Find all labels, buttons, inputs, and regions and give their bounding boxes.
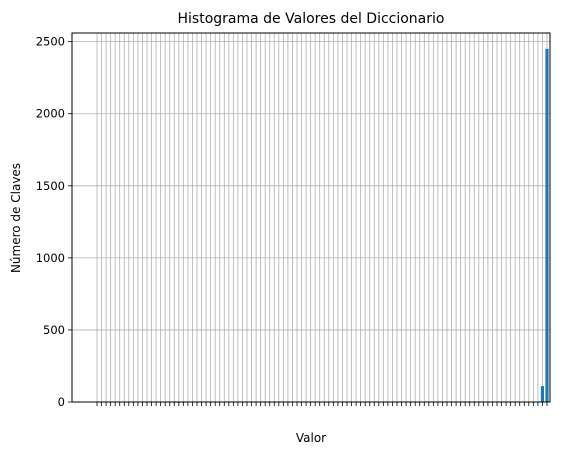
y-axis-label: Número de Claves [9, 163, 23, 273]
bar [545, 48, 549, 402]
x-axis-label: Valor [296, 431, 326, 445]
y-tick-label: 1000 [36, 251, 65, 265]
y-axis: 0 500 1000 1500 2000 2500 [36, 35, 72, 409]
chart-title: Histograma de Valores del Diccionario [178, 11, 445, 27]
y-tick-label: 0 [58, 395, 65, 409]
y-tick-label: 2500 [36, 35, 65, 49]
y-tick-label: 2000 [36, 107, 65, 121]
grid [72, 33, 550, 403]
bars [95, 48, 549, 403]
y-tick-label: 1500 [36, 179, 65, 193]
y-tick-label: 500 [43, 323, 65, 337]
bar [540, 386, 545, 402]
x-axis [96, 402, 548, 406]
